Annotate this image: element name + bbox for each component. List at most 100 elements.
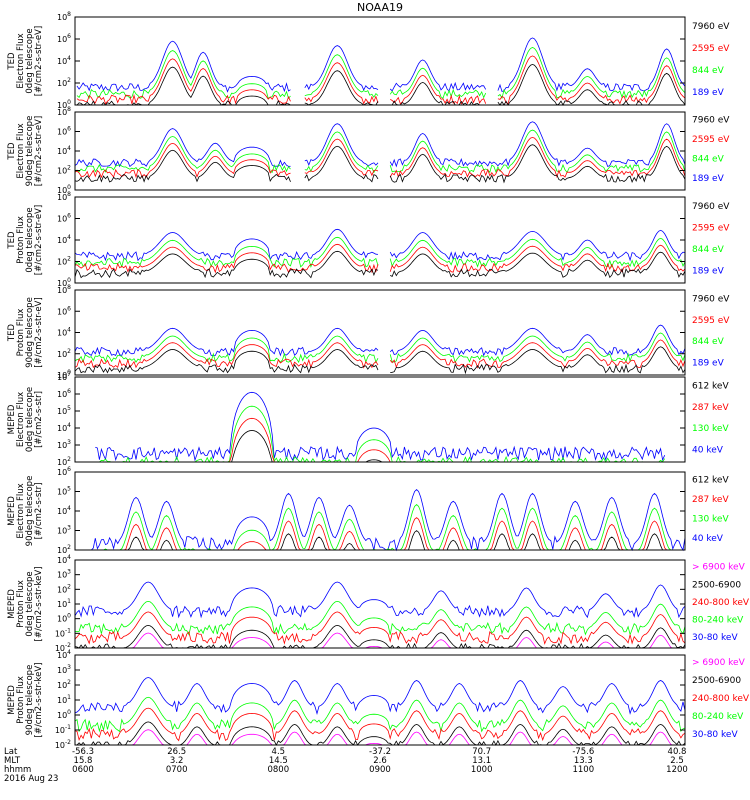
y-tick-label: 104 (57, 422, 71, 433)
legend-entry: 7960 eV (692, 22, 730, 32)
y-tick-label: 104 (57, 234, 71, 245)
x-row-label: Lat (4, 747, 18, 757)
y-tick-label: 108 (57, 284, 71, 295)
y-axis-label: 0deg telescope (25, 28, 35, 93)
series-green (76, 47, 686, 100)
legend-entry: 189 eV (692, 358, 725, 368)
y-axis-label: MEPED (7, 496, 17, 526)
x-tick-label-hhmm: 0800 (267, 765, 289, 775)
x-tick-label-mlt: 2.6 (373, 756, 387, 766)
y-tick-label: 100 (57, 709, 71, 720)
legend-entry: 2595 eV (692, 316, 730, 326)
x-row-label: MLT (4, 756, 21, 766)
y-tick-label: 102 (57, 348, 71, 359)
panel-frame (74, 16, 686, 106)
legend-entry: 7960 eV (692, 202, 730, 212)
y-axis-label: TED (7, 142, 17, 161)
y-tick-label: 102 (57, 544, 71, 555)
x-tick-label-lat: 4.5 (272, 747, 286, 757)
series-blue (89, 489, 686, 552)
legend-entry: 612 keV (692, 476, 729, 486)
y-tick-label: 103 (57, 439, 71, 450)
y-axis-label: Electron Flux (16, 392, 26, 447)
y-axis-label: Proton Flux (16, 676, 26, 724)
x-tick-label-lat: -37.2 (369, 747, 391, 757)
y-axis-label: [#/cm2-s-str-keV] (34, 567, 44, 642)
panel-7: 10-2 10-1 100 101 102 103 104 MEPED Proton Flux 0… (7, 554, 750, 653)
series-black (89, 530, 685, 551)
y-axis-label: MEPED (7, 685, 17, 715)
series-blue (74, 324, 686, 357)
panel-4: 100 102 104 106 108 TED Proton Flux 90deg teles… (7, 284, 730, 380)
y-tick-label: 10-2 (55, 642, 71, 653)
y-tick-label: 100 (57, 369, 71, 380)
series-black (74, 250, 686, 279)
x-row-label: hhmm (4, 765, 31, 775)
y-tick-label: 105 (57, 405, 71, 416)
x-tick-label-hhmm: 0700 (166, 765, 188, 775)
legend-entry: 80-240 keV (692, 712, 744, 722)
series-red (74, 707, 686, 742)
legend-entry: 80-240 keV (692, 615, 744, 625)
y-tick-label: 106 (57, 33, 71, 44)
y-axis-label: 90deg telescope (25, 476, 35, 547)
y-tick-label: 104 (57, 55, 71, 66)
legend-entry: 189 eV (692, 266, 725, 276)
panel-8: 10-2 10-1 100 101 102 103 104 MEPED Proton Flux 9… (7, 649, 750, 750)
series-red (74, 611, 686, 645)
y-tick-label: 102 (57, 583, 71, 594)
legend-entry: 130 keV (692, 515, 729, 525)
legend-entry: 844 eV (692, 66, 725, 76)
series-red (74, 339, 686, 369)
legend-entry: > 6900 keV (692, 563, 746, 573)
y-tick-label: 106 (57, 126, 71, 137)
legend-entry: 40 keV (692, 445, 724, 455)
y-axis-label: [#/cm2-s-str] (34, 483, 44, 540)
legend-entry: 189 eV (692, 174, 725, 184)
x-tick-label-lat: 70.7 (472, 747, 491, 757)
legend-entry: 30-80 keV (692, 633, 738, 643)
y-axis-label: 90deg telescope (25, 116, 35, 187)
x-tick-label-mlt: 3.2 (170, 756, 184, 766)
panel-5: 102 103 104 105 106 107 MEPED Electron Flux 0deg… (7, 371, 729, 467)
series-blue (95, 391, 666, 462)
y-tick-label: 104 (57, 649, 71, 660)
panel-frame (74, 654, 686, 746)
series-green (74, 129, 686, 174)
y-axis-label: [#/cm2-s-str-eV] (34, 26, 44, 96)
x-tick-label-hhmm: 0900 (369, 765, 391, 775)
y-tick-label: 100 (57, 613, 71, 624)
series-black (76, 63, 686, 106)
y-axis-label: [#/cm2-s-str] (34, 391, 44, 448)
legend-entry: 240-800 keV (692, 598, 750, 608)
x-tick-label-hhmm: 0600 (72, 765, 94, 775)
x-row-label: 2016 Aug 23 (4, 774, 58, 784)
y-tick-label: 103 (57, 569, 71, 580)
y-tick-label: 105 (57, 486, 71, 497)
series-green (74, 696, 686, 733)
y-tick-label: 100 (57, 184, 71, 195)
x-tick-label-mlt: 2.5 (670, 756, 684, 766)
x-tick-label-lat: 26.5 (167, 747, 186, 757)
legend-entry: 2500-6900 (692, 676, 741, 686)
y-axis-label: [#/cm2-s-str-eV] (34, 205, 44, 275)
series-blue (74, 121, 686, 168)
panel-frame (74, 196, 686, 284)
y-axis-label: 0deg telescope (25, 571, 35, 636)
panel-2: 100 102 104 106 108 TED Electron Flux 90deg tel… (7, 106, 730, 195)
y-axis-label: 90deg telescope (25, 297, 35, 368)
panel-frame (74, 289, 686, 376)
series-red (74, 243, 686, 274)
series-black (74, 346, 686, 375)
y-tick-label: 106 (57, 388, 71, 399)
series-black (74, 624, 686, 649)
y-axis-label: Proton Flux (16, 580, 26, 628)
panels: 100 102 104 106 108 TED Electron Flux 0deg tele… (7, 11, 750, 750)
series-blue (74, 581, 686, 619)
y-axis-label: [#/cm2-s-str-eV] (34, 116, 44, 186)
y-axis-label: Proton Flux (16, 216, 26, 264)
y-tick-label: 103 (57, 525, 71, 536)
y-tick-label: 104 (57, 505, 71, 516)
legend-entry: 240-800 keV (692, 694, 750, 704)
